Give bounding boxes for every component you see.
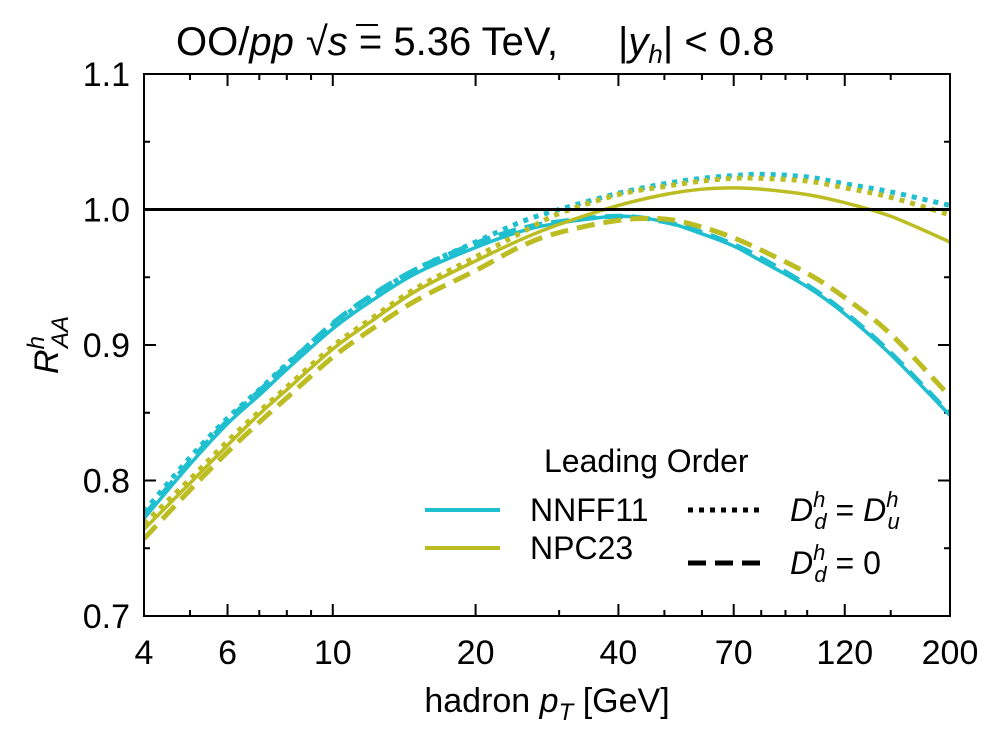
legend-label-dotted: Dh d = Dh u (790, 487, 900, 534)
x-axis-label: hadron pT [GeV] (424, 682, 669, 726)
y-tick-label: 0.7 (83, 598, 130, 636)
legend: Leading Order NNFF11 NPC23 Dh d = Dh u Dh d… (425, 443, 900, 587)
x-tick-label: 200 (922, 634, 979, 672)
x-tick-label: 120 (816, 634, 873, 672)
x-tick-labels: 4 6 10 20 40 70 120 200 (135, 634, 979, 672)
series-npc23-solid (144, 186, 950, 531)
x-tick-label: 10 (314, 634, 352, 672)
legend-label-npc23: NPC23 (530, 530, 633, 566)
y-tick-label: 0.8 (83, 463, 130, 501)
plot-frame (143, 73, 951, 617)
series-npc23-dashed (144, 215, 950, 541)
legend-header: Leading Order (544, 443, 749, 479)
y-tick-label: 1.1 (83, 56, 130, 94)
legend-label-nnff11: NNFF11 (530, 492, 649, 528)
chart-title: OO/pp √s = 5.36 TeV, |yh| < 0.8 (176, 20, 774, 69)
x-tick-label: 4 (135, 634, 154, 672)
y-tick-label: 0.9 (83, 327, 130, 365)
x-tick-label: 70 (715, 634, 753, 672)
y-tick-labels: 0.7 0.8 0.9 1.0 1.1 (83, 56, 130, 636)
series-npc23-dotted (144, 175, 950, 526)
x-tick-label: 6 (218, 634, 237, 672)
x-tick-label: 20 (457, 634, 495, 672)
legend-label-dashed: Dh d = 0 (790, 540, 881, 587)
x-tick-label: 40 (599, 634, 637, 672)
y-axis-label: RhAA (23, 316, 74, 374)
y-tick-label: 1.0 (83, 192, 130, 230)
curves (144, 171, 950, 541)
